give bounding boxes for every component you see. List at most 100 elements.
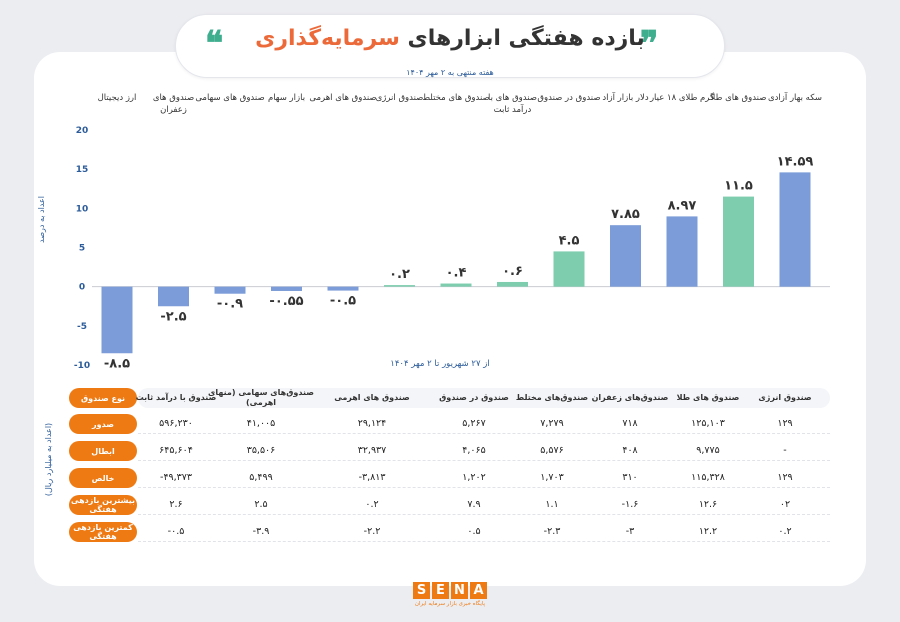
table-cell: ۱۲۹ xyxy=(777,418,793,429)
category-label: صندوق های سهامی xyxy=(195,93,265,103)
bar-value-label: -۰.۹ xyxy=(217,297,243,312)
bar-value-label: -۰.۵۵ xyxy=(269,294,303,309)
category-label: صندوق انرژی xyxy=(375,93,424,103)
table-cell: ۱۲.۲ xyxy=(698,526,718,537)
table-cell: ۲.۶ xyxy=(169,499,183,510)
row-label: کمترین بازدهی هفتگی xyxy=(69,522,137,542)
logo-letter: A xyxy=(470,582,487,599)
table-cell: -۲.۳ xyxy=(543,526,561,537)
title-pill xyxy=(175,14,725,78)
bar xyxy=(666,216,698,287)
quote-open-icon: ❞ xyxy=(640,24,659,64)
table-cell: ۵,۴۹۹ xyxy=(249,472,273,483)
table-cell: ۲.۵ xyxy=(254,499,268,510)
category-label: صندوق های اهرمی xyxy=(309,93,377,103)
bar xyxy=(214,286,246,294)
table-cell: ۵,۲۶۷ xyxy=(462,418,486,429)
bar-value-label: ۴.۵ xyxy=(559,233,580,248)
column-header: صندوق های طلا xyxy=(676,393,740,402)
table-row xyxy=(138,495,830,515)
table-cell: ۱۱۵,۳۲۸ xyxy=(691,472,725,483)
category-label: صندوق های با درآمد ثابت xyxy=(487,93,538,115)
table-row xyxy=(138,414,830,434)
table-cell: ۷.۹ xyxy=(467,499,481,510)
table-cell: ۱۲۵,۱۰۳ xyxy=(691,418,725,429)
row-label: ابطال xyxy=(69,441,137,461)
category-label: ارز دیجیتال xyxy=(97,93,137,103)
bar-value-label: ۱۱.۵ xyxy=(724,179,753,194)
table-cell: ۴۱,۰۰۵ xyxy=(246,418,276,429)
table-cell: -۳ xyxy=(625,526,635,537)
column-header: صندوق با درآمد ثابت xyxy=(135,393,217,402)
logo-letter: N xyxy=(451,582,468,599)
table-cell: ۰.۵ xyxy=(467,526,481,537)
table-cell: ۳۱۰ xyxy=(622,472,638,483)
bar xyxy=(327,286,359,291)
table-cell: ۱,۲۰۲ xyxy=(462,472,486,483)
bar-value-label: -۸.۵ xyxy=(104,356,130,371)
bar xyxy=(158,286,189,307)
row-label: بیشترین بازدهی هفتگی xyxy=(69,495,137,515)
table-cell: - xyxy=(783,445,787,456)
category-label: صندوق های طلا xyxy=(710,93,767,103)
table-cell: -۳,۸۱۳ xyxy=(358,472,386,483)
y-tick-label: 5 xyxy=(79,244,85,254)
table-cell: ۰.۲ xyxy=(778,526,792,537)
column-header: صندوق‌های زعفران xyxy=(591,393,669,402)
category-label: دلار بازار آزاد xyxy=(602,93,649,103)
title-part1: بازده هفتگی ابزارهای xyxy=(407,26,645,51)
y-tick-label: 0 xyxy=(79,283,85,293)
table-cell: -۳.۹ xyxy=(252,526,270,537)
logo-letter: E xyxy=(432,582,449,599)
column-header: صندوق های اهرمی xyxy=(334,393,410,402)
y-tick-label: -5 xyxy=(77,322,87,332)
logo-subtitle: پایگاه خبری بازار سرمایه ایران xyxy=(414,601,486,607)
table-cell: ۴,۰۶۵ xyxy=(462,445,486,456)
table-cell: ۱۲.۶ xyxy=(698,499,718,510)
column-header: صندوق‌های سهامی (منهای اهرمی) xyxy=(208,388,314,407)
table-cell: ۵,۵۷۶ xyxy=(540,445,564,456)
bar xyxy=(101,286,133,354)
category-label: بازار سهام xyxy=(267,93,306,103)
table-cell: ۵۹۶,۲۳۰ xyxy=(159,418,193,429)
bar xyxy=(440,283,472,287)
table-unit-note: (اعداد به میلیارد ریال) xyxy=(44,422,54,497)
category-label: صندوق های زعفران xyxy=(152,93,195,115)
table-cell: ۹,۷۷۵ xyxy=(696,445,720,456)
table-cell: -۲.۲ xyxy=(363,526,381,537)
table-cell: ۳۲,۹۳۷ xyxy=(357,445,387,456)
bar xyxy=(271,286,302,291)
bar-value-label: ۷.۸۵ xyxy=(611,207,640,222)
table-cell: ۷۱۸ xyxy=(622,418,638,429)
period-label: از ۲۷ شهریور تا ۲ مهر ۱۴۰۴ xyxy=(390,359,490,369)
table-cell: -۱.۶ xyxy=(621,499,639,510)
bar-value-label: ۰.۶ xyxy=(502,264,523,279)
category-label: صندوق در صندوق xyxy=(537,93,601,103)
row-label: خالص xyxy=(69,468,137,488)
y-tick-label: 10 xyxy=(76,204,89,214)
quote-close-icon: ❝ xyxy=(205,24,224,64)
y-tick-label: 20 xyxy=(76,126,89,136)
table-cell: ۱,۷۰۳ xyxy=(540,472,564,483)
table-cell: ۶۴۵,۶۰۴ xyxy=(159,445,193,456)
table-cell: -۴۹,۳۷۳ xyxy=(160,472,192,483)
category-label: صندوق های مختلط xyxy=(422,93,490,103)
page-title: بازده هفتگی ابزارهای سرمایه‌گذاری xyxy=(230,26,670,51)
table-cell: ۰۲ xyxy=(779,499,791,510)
table-cell: ۱۲۹ xyxy=(777,472,793,483)
table-cell: -۰.۵ xyxy=(167,526,185,537)
row-label: صدور xyxy=(69,414,137,434)
category-label: گرم طلای ۱۸ عیار xyxy=(649,93,715,103)
page-subtitle: هفته منتهی به ۲ مهر ۱۴۰۴ xyxy=(406,68,494,77)
logo-letter: S xyxy=(413,582,430,599)
table-header-row xyxy=(138,388,830,408)
bar-value-label: ۰.۴ xyxy=(446,266,467,281)
table-cell: ۰.۲ xyxy=(365,499,379,510)
bar xyxy=(779,172,811,287)
category-label: سکه بهار آزادی xyxy=(767,93,823,103)
table-cell: ۳۵,۵۰۶ xyxy=(246,445,276,456)
table-header-label: نوع صندوق xyxy=(69,388,137,408)
table-row xyxy=(138,468,830,488)
